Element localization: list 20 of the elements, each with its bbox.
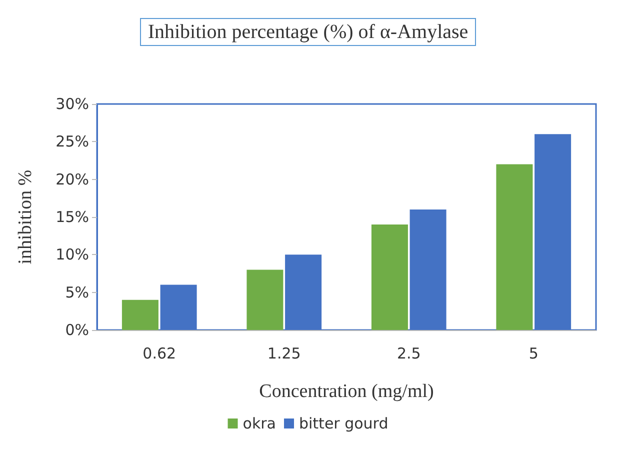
x-tick-label: 5 (528, 344, 538, 362)
y-tick-label: 25% (56, 132, 89, 151)
chart-title: Inhibition percentage (%) of α-Amylase (148, 21, 468, 43)
legend-label: okra (242, 414, 276, 432)
bar (371, 224, 408, 330)
bar (496, 164, 533, 330)
x-axis-title: Concentration (mg/ml) (259, 381, 434, 402)
y-tick-label: 10% (56, 246, 89, 264)
bar (246, 270, 284, 330)
y-tick-label: 0% (65, 321, 89, 339)
x-tick-label: 0.62 (142, 344, 176, 362)
y-tick-label: 5% (65, 283, 89, 302)
y-tick-label: 15% (56, 208, 89, 226)
x-tick-label: 1.25 (267, 344, 301, 362)
x-tick-label: 2.5 (396, 344, 421, 362)
bar (122, 300, 158, 330)
y-axis-title: inhibition % (15, 170, 36, 264)
y-tick-label: 30% (56, 95, 89, 113)
legend-label: bitter gourd (298, 414, 388, 432)
y-tick-label: 20% (56, 170, 89, 188)
